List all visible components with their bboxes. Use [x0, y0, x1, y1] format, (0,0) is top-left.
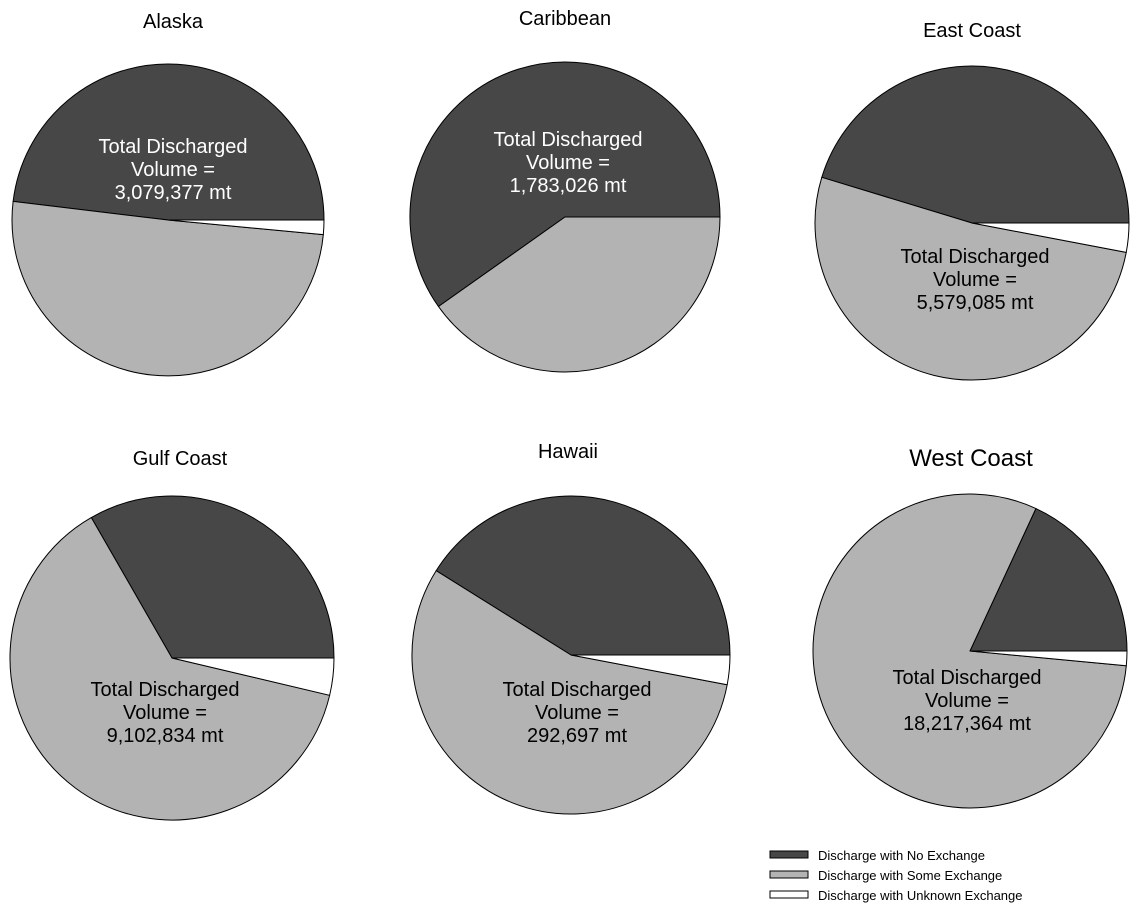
pie-title: Caribbean	[519, 8, 611, 30]
pie-slice-no-exchange	[435, 495, 731, 656]
pie-slice-some-exchange	[11, 200, 324, 377]
pie-slice-some-exchange	[9, 517, 331, 821]
pie-hawaii: Hawaii Total Discharged Volume = 292,697 mt	[411, 441, 731, 815]
pie-slice-unknown-exchange	[570, 654, 731, 686]
total-volume-label: Total Discharged Volume = 5,579,085 mt	[901, 246, 1050, 314]
pie-slice-some-exchange	[411, 570, 728, 815]
legend-label: Discharge with Some Exchange	[818, 868, 1002, 883]
pie-slice-no-exchange	[90, 495, 335, 659]
total-volume-label: Total Discharged Volume = 18,217,364 mt	[893, 667, 1042, 735]
pie-title: East Coast	[923, 20, 1021, 42]
pie-slice-no-exchange	[969, 508, 1128, 652]
pie-west-coast: West Coast Total Discharged Volume = 18,217…	[812, 445, 1128, 809]
pie-slice-no-exchange	[12, 63, 325, 221]
total-volume-label: Total Discharged Volume = 292,697 mt	[503, 679, 652, 747]
pie-title: West Coast	[909, 445, 1033, 472]
pie-title: Alaska	[143, 11, 204, 33]
pie-slice-no-exchange	[409, 61, 721, 308]
legend-swatch-no-exchange	[769, 850, 809, 859]
legend: Discharge with No Exchange Discharge with…	[769, 848, 1023, 903]
pie-alaska: Alaska Total Discharged Volume = 3,079,377 …	[11, 11, 325, 377]
pie-slice-unknown-exchange	[969, 650, 1128, 667]
pie-slice-unknown-exchange	[171, 657, 335, 696]
pie-slice-unknown-exchange	[167, 219, 325, 236]
total-volume-label: Total Discharged Volume = 3,079,377 mt	[99, 136, 248, 204]
pie-slice-some-exchange	[437, 216, 721, 373]
pie-slice-no-exchange	[821, 65, 1130, 224]
total-volume-label: Total Discharged Volume = 1,783,026 mt	[494, 129, 643, 197]
total-volume-label: Total Discharged Volume = 9,102,834 mt	[91, 679, 240, 747]
pie-slice-some-exchange	[814, 176, 1127, 381]
legend-label: Discharge with Unknown Exchange	[818, 888, 1023, 903]
pie-title: Hawaii	[538, 441, 598, 463]
pie-gulf-coast: Gulf Coast Total Discharged Volume = 9,102,…	[9, 448, 335, 821]
legend-label: Discharge with No Exchange	[818, 848, 985, 863]
pie-title: Gulf Coast	[133, 448, 228, 470]
pie-slice-unknown-exchange	[971, 222, 1130, 253]
legend-swatch-unknown-exchange	[769, 890, 809, 899]
legend-swatch-some-exchange	[769, 870, 809, 879]
pie-caribbean: Caribbean Total Discharged Volume = 1,783,0…	[409, 8, 721, 373]
pie-east-coast: East Coast Total Discharged Volume = 5,579,…	[814, 20, 1130, 381]
